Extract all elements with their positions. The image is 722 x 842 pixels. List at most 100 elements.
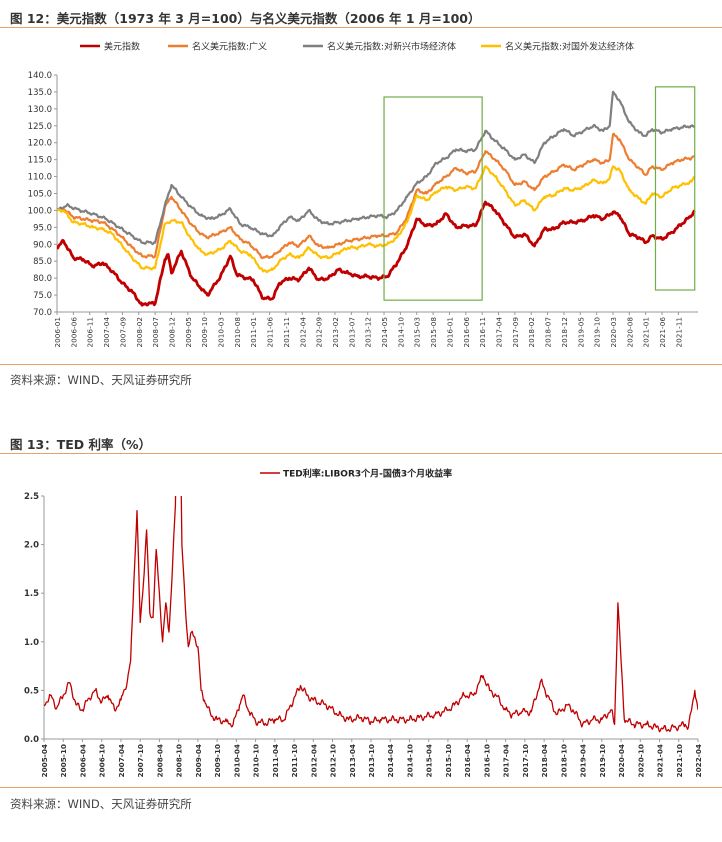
y-tick-label: 1.5 — [24, 589, 39, 599]
legend-label-1: 美元指数 — [104, 41, 140, 53]
series-line-2 — [57, 132, 695, 260]
x-tick-label: 2021-06 — [658, 317, 667, 348]
legend-label-2: 名义美元指数:广义 — [192, 41, 267, 53]
y-tick-label: 0.5 — [24, 686, 39, 696]
x-tick-label: 2015-03 — [413, 317, 422, 348]
figure-13-bottom-rule — [0, 787, 722, 788]
figure-13-title: 图 13：TED 利率（%） — [10, 437, 152, 452]
x-tick-label: 2021-11 — [674, 317, 683, 348]
x-tick-label: 2014-10 — [396, 317, 405, 348]
x-tick-label: 2020-10 — [636, 744, 645, 778]
x-tick-label: 2009-04 — [194, 744, 203, 778]
legend-label: TED利率:LIBOR3个月-国债3个月收益率 — [283, 468, 452, 480]
y-tick-label: 120.0 — [28, 139, 52, 149]
x-tick-label: 2008-07 — [151, 317, 160, 348]
y-tick-label: 1.0 — [24, 638, 39, 648]
x-tick-label: 2019-04 — [579, 744, 588, 778]
x-tick-label: 2018-04 — [540, 744, 549, 778]
x-tick-label: 2010-10 — [252, 744, 261, 778]
x-tick-label: 2013-07 — [347, 317, 356, 348]
x-tick-label: 2020-03 — [609, 317, 618, 348]
x-tick-label: 2006-11 — [86, 317, 95, 348]
x-tick-label: 2006-10 — [98, 744, 107, 778]
x-tick-label: 2007-04 — [102, 317, 111, 348]
x-tick-label: 2005-10 — [59, 744, 68, 778]
x-tick-label: 2011-11 — [282, 317, 291, 348]
x-tick-label: 2009-10 — [213, 744, 222, 778]
y-tick-label: 100.0 — [28, 206, 52, 216]
x-tick-label: 2015-08 — [429, 317, 438, 348]
x-tick-label: 2017-04 — [502, 744, 511, 778]
x-tick-label: 2012-10 — [329, 744, 338, 778]
y-tick-label: 115.0 — [28, 156, 52, 166]
x-tick-label: 2017-09 — [511, 317, 520, 348]
x-tick-label: 2011-06 — [266, 317, 275, 348]
y-tick-label: 135.0 — [28, 88, 52, 98]
x-tick-label: 2014-04 — [386, 744, 395, 778]
x-tick-label: 2016-10 — [482, 744, 491, 778]
x-tick-label: 2009-05 — [184, 317, 193, 348]
x-tick-label: 2013-10 — [367, 744, 376, 778]
y-tick-label: 80.0 — [33, 274, 52, 284]
x-tick-label: 2016-11 — [478, 317, 487, 348]
x-tick-label: 2018-02 — [527, 317, 536, 348]
x-tick-label: 2012-04 — [298, 317, 307, 348]
x-tick-label: 2008-12 — [167, 317, 176, 348]
x-tick-label: 2016-04 — [463, 744, 472, 778]
y-tick-label: 95.0 — [33, 223, 52, 233]
x-tick-label: 2008-02 — [135, 317, 144, 348]
figure-12-bottom-rule — [0, 364, 722, 365]
series-line-1 — [44, 496, 698, 733]
x-tick-label: 2016-01 — [445, 317, 454, 348]
x-tick-label: 2018-10 — [559, 744, 568, 778]
series-line-3 — [57, 90, 696, 246]
figure-12-source: 资料来源：WIND、天风证券研究所 — [10, 373, 192, 387]
x-tick-label: 2013-02 — [331, 317, 340, 348]
x-tick-label: 2011-04 — [271, 744, 280, 778]
x-tick-label: 2019-05 — [576, 317, 585, 348]
y-tick-label: 125.0 — [28, 122, 52, 132]
x-tick-label: 2020-04 — [617, 744, 626, 778]
y-tick-label: 140.0 — [28, 71, 52, 81]
y-tick-label: 70.0 — [33, 308, 52, 318]
y-tick-label: 110.0 — [28, 173, 52, 183]
x-tick-label: 2007-10 — [136, 744, 145, 778]
x-tick-label: 2021-01 — [642, 317, 651, 348]
x-tick-label: 2006-06 — [69, 317, 78, 348]
y-tick-label: 2.0 — [24, 541, 39, 551]
x-tick-label: 2018-07 — [544, 317, 553, 348]
x-tick-label: 2021-04 — [656, 744, 665, 778]
x-tick-label: 2019-10 — [598, 744, 607, 778]
y-tick-label: 105.0 — [28, 190, 52, 200]
x-tick-label: 2012-09 — [315, 317, 324, 348]
x-tick-label: 2011-01 — [249, 317, 258, 348]
dollar-index-chart: 70.0 75.0 80.0 85.0 90.0 95.0 100.0 105.0 110.0 1… — [28, 41, 698, 348]
legend-label-4: 名义美元指数:对国外发达经济体 — [505, 41, 634, 53]
figure-12-top-rule — [0, 27, 722, 28]
x-tick-label: 2018-12 — [560, 317, 569, 348]
y-tick-label: 2.5 — [24, 492, 39, 502]
y-tick-label: 85.0 — [33, 257, 52, 267]
x-tick-label: 2011-10 — [290, 744, 299, 778]
x-tick-label: 2008-10 — [175, 744, 184, 778]
x-tick-label: 2017-10 — [521, 744, 530, 778]
x-tick-label: 2007-04 — [117, 744, 126, 778]
ted-spread-chart: 0.0 0.5 1.0 1.5 2.0 2.5 2005-04 2005-10 2006-04 2… — [24, 468, 703, 778]
legend-label-3: 名义美元指数:对新兴市场经济体 — [327, 41, 456, 53]
x-tick-label: 2015-04 — [425, 744, 434, 778]
x-tick-label: 2008-04 — [155, 744, 164, 778]
y-tick-label: 90.0 — [33, 240, 52, 250]
x-tick-label: 2005-04 — [40, 744, 49, 778]
x-tick-label: 2022-04 — [694, 744, 703, 778]
series-line-4 — [57, 165, 696, 274]
x-tick-label: 2015-10 — [444, 744, 453, 778]
x-tick-label: 2017-04 — [495, 317, 504, 348]
x-tick-label: 2012-04 — [309, 744, 318, 778]
y-tick-label: 130.0 — [28, 105, 52, 115]
x-tick-label: 2006-01 — [53, 317, 62, 348]
x-tick-label: 2010-03 — [217, 317, 226, 348]
highlight-box-2 — [654, 86, 696, 291]
figure-12-title: 图 12：美元指数（1973 年 3 月=100）与名义美元指数（2006 年 … — [10, 11, 481, 26]
figure-13-source: 资料来源：WIND、天风证券研究所 — [10, 797, 192, 811]
x-tick-label: 2014-10 — [405, 744, 414, 778]
